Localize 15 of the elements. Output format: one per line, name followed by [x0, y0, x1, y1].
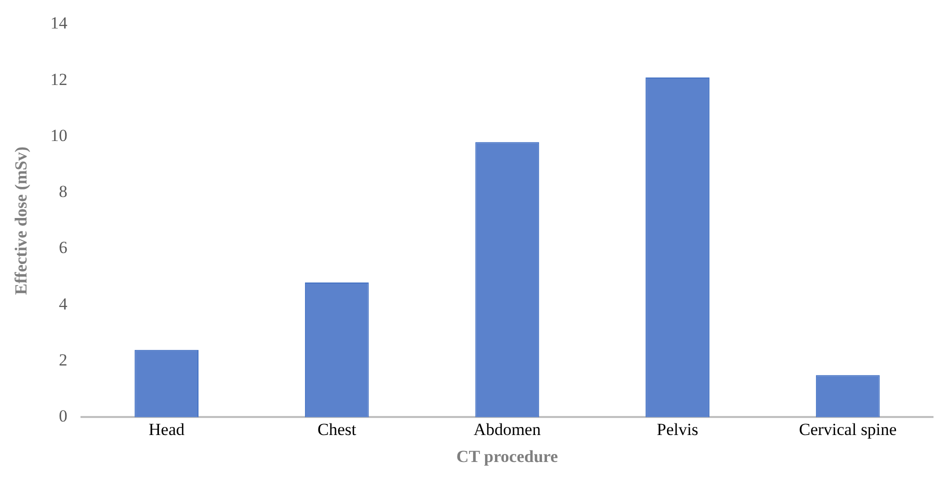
y-tick-label: 8 — [58, 182, 68, 202]
y-tick-label: 14 — [50, 14, 68, 33]
x-tick-label: Cervical spine — [798, 420, 897, 439]
y-tick-label: 6 — [58, 238, 68, 258]
y-tick-label: 0 — [58, 406, 68, 426]
y-tick-label: 2 — [58, 350, 68, 370]
x-axis-title: CT procedure — [456, 447, 558, 466]
x-tick-label: Head — [148, 420, 185, 439]
y-axis-title: Effective dose (mSv) — [12, 146, 31, 295]
x-tick-label: Abdomen — [474, 420, 542, 439]
y-tick-label: 12 — [50, 70, 68, 89]
y-tick-label: 4 — [58, 294, 68, 314]
y-tick-label: 10 — [50, 126, 68, 145]
x-tick-label: Pelvis — [656, 420, 698, 439]
x-tick-label: Chest — [318, 420, 357, 439]
